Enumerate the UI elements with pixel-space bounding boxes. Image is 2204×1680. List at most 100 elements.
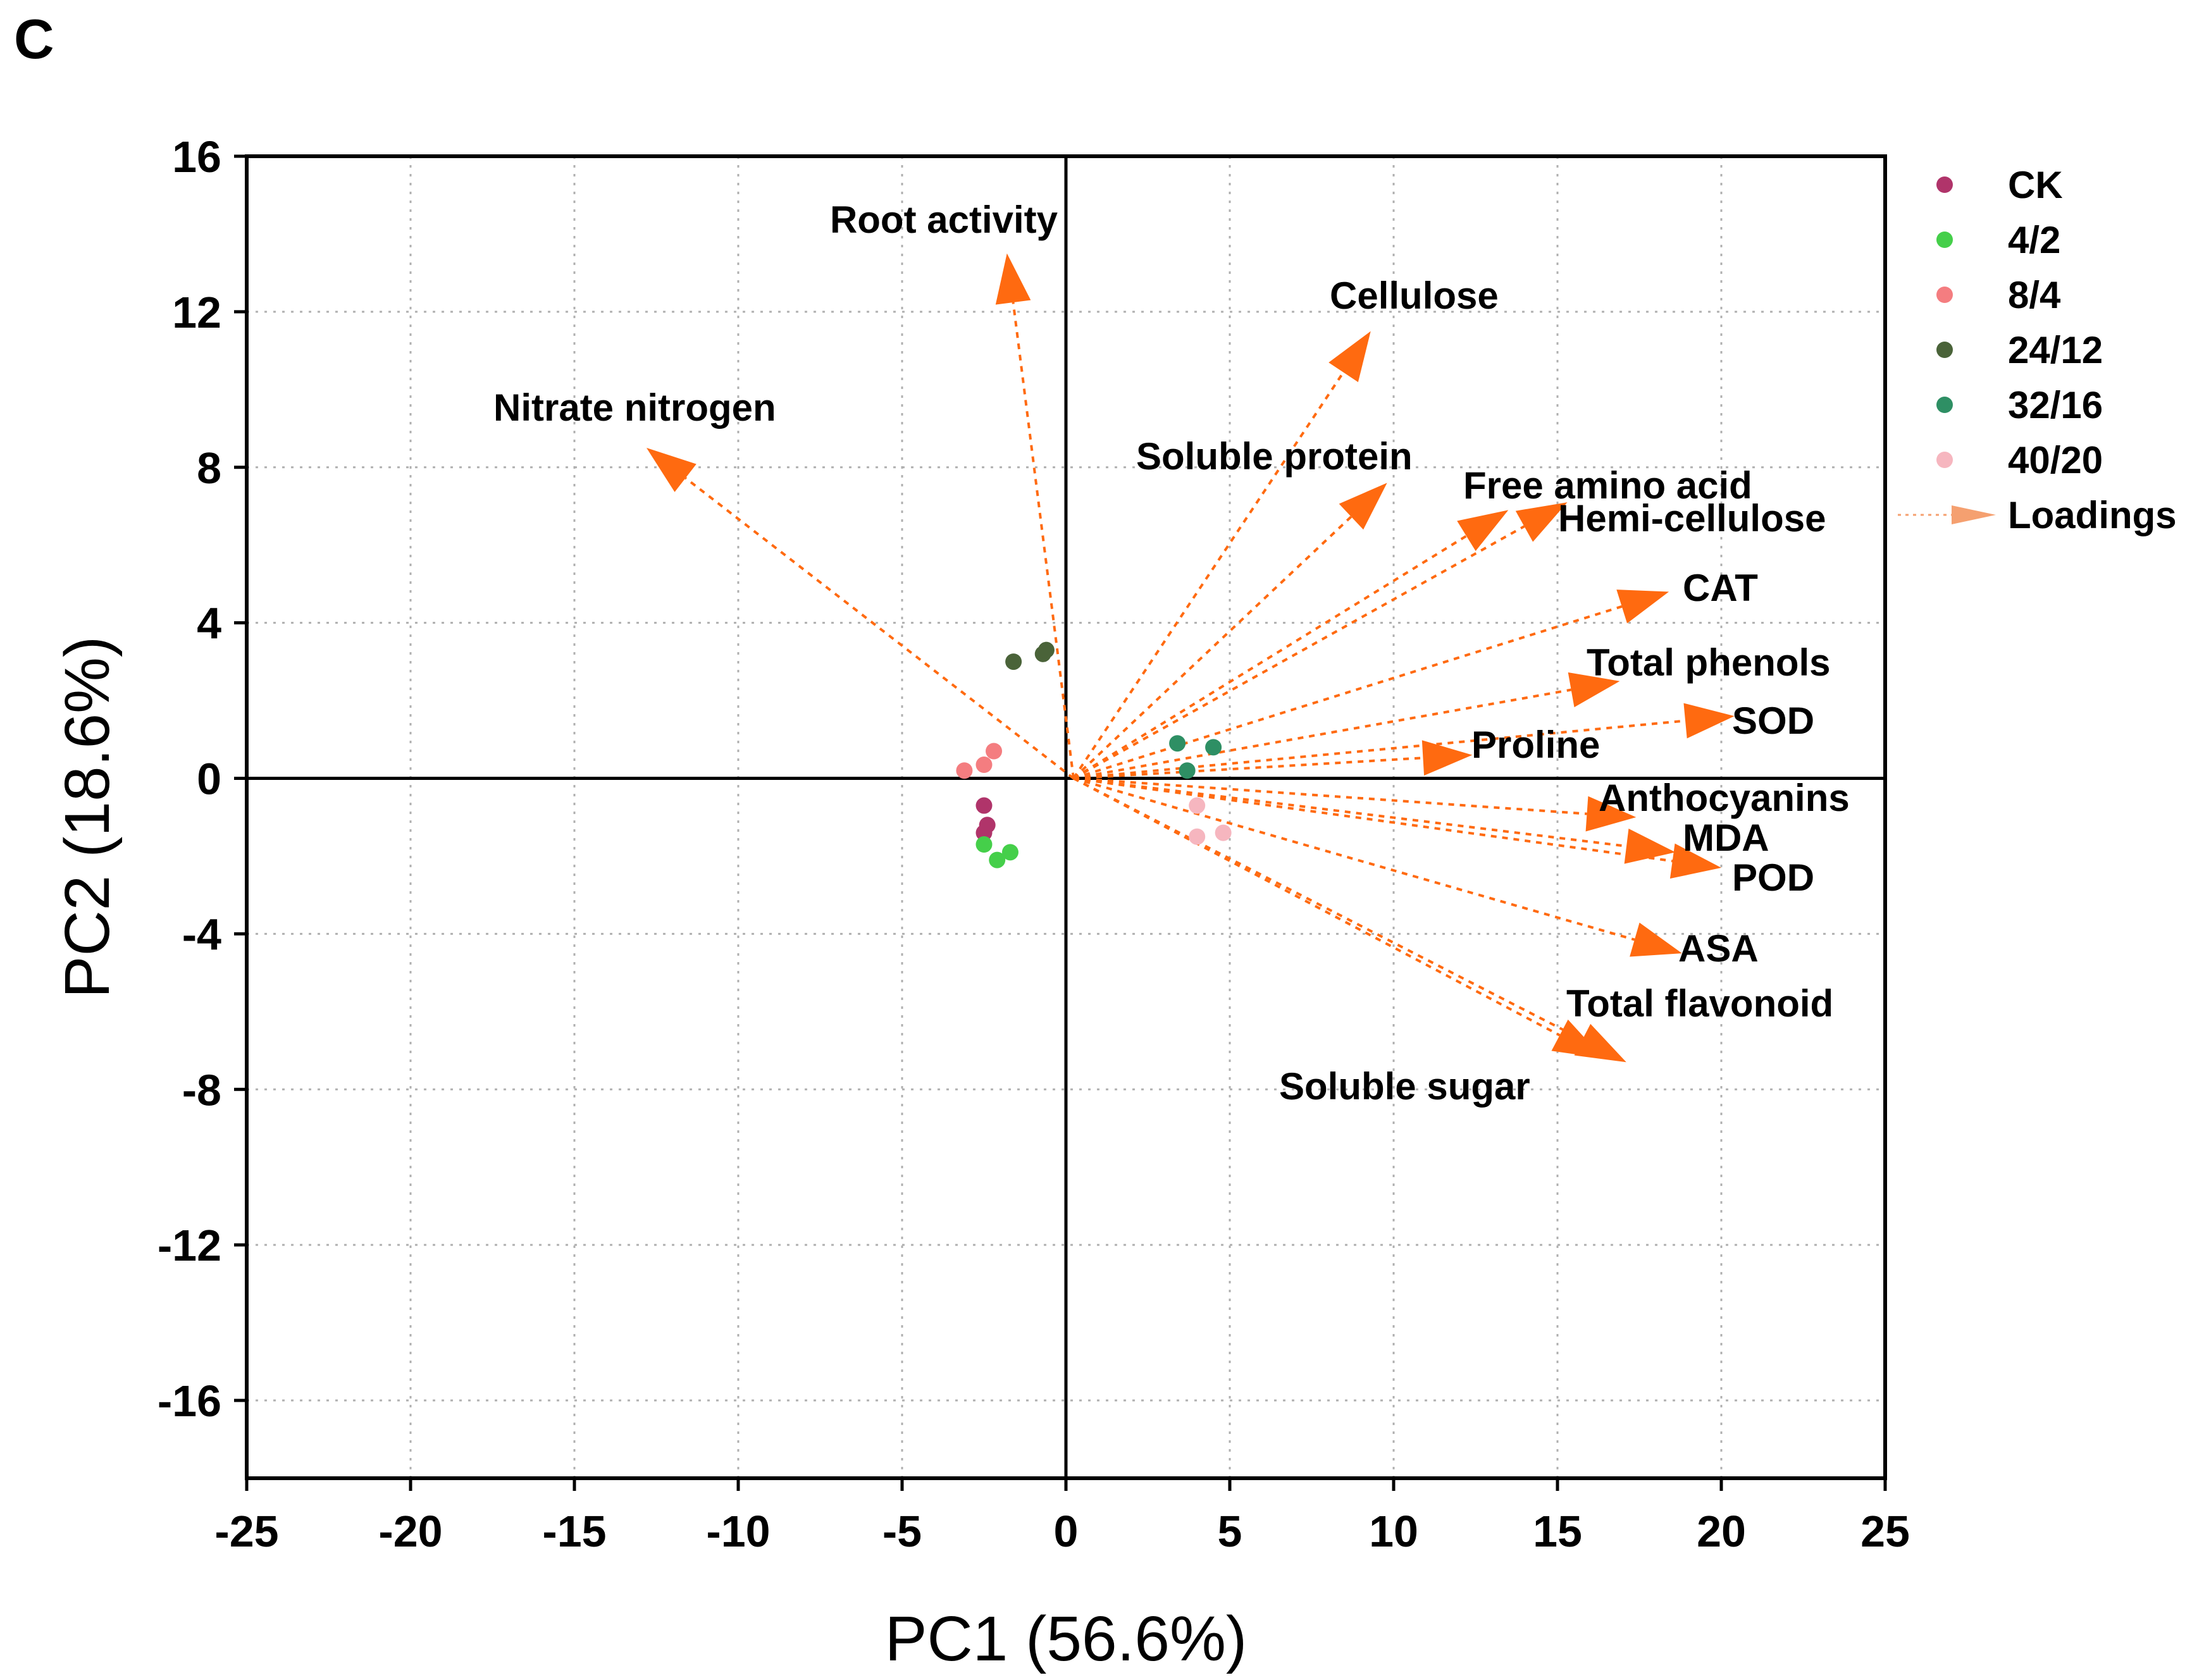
legend-label: 8/4 [2008,274,2061,316]
loading-label: Nitrate nitrogen [493,386,776,429]
score-point [975,836,993,853]
score-point [975,797,993,814]
loading-vector-line [1073,777,1587,815]
x-tick-label: 20 [1697,1507,1746,1556]
scores-layer [956,641,1232,868]
x-tick-label: -15 [542,1507,606,1556]
y-tick-label: -4 [182,910,221,959]
loading-arrowhead [1624,829,1676,864]
y-axis-title: PC2 (18.6%) [52,636,123,998]
loading-label: Soluble protein [1136,435,1413,478]
x-tick-label: -10 [706,1507,770,1556]
loading-arrowhead [1585,796,1637,832]
score-point [986,743,1003,760]
loading-arrowhead [1328,331,1371,383]
loading-label: Anthocyanins [1599,777,1850,819]
x-tick-label: -20 [378,1507,442,1556]
loading-vector-line [1073,777,1583,1041]
x-tick-label: 10 [1369,1507,1418,1556]
loading-arrowhead [1421,740,1473,776]
y-tick-label: -8 [182,1065,221,1115]
y-axis-ticks: -16 -12 -8 -4 0 4 8 12 16 [158,132,247,1426]
x-axis-ticks: -25 -20 -15 -10 -5 0 5 10 15 20 25 [214,1478,1910,1556]
loading-vector-line [1073,777,1627,848]
x-tick-label: 0 [1054,1507,1079,1556]
legend-marker [1936,287,1953,303]
score-point [1189,828,1206,845]
loading-vector-line [1073,777,1561,1037]
loading-arrowhead [646,448,696,492]
y-tick-label: -16 [158,1376,221,1426]
legend-marker [1936,176,1953,193]
loading-arrowhead [995,253,1031,305]
score-point [1205,739,1222,756]
score-point [1189,797,1206,814]
zero-lines [247,156,1885,1478]
loading-vector-line [1073,757,1423,780]
loading-label: MDA [1683,817,1769,859]
loading-vector-line [1073,777,1673,863]
legend-loading-arrow [1952,505,1996,524]
score-point [1169,735,1186,752]
loading-vector-line [1073,525,1525,780]
loading-label: Hemi-cellulose [1558,497,1826,540]
score-point [989,851,1006,868]
y-tick-label: 12 [172,288,221,337]
score-point [975,757,993,774]
score-point [1037,641,1055,658]
loading-vector-line [1072,371,1345,779]
y-tick-label: 16 [172,132,221,182]
x-tick-label: -25 [214,1507,278,1556]
score-point [1215,824,1232,841]
score-point [1005,653,1022,670]
score-point [1001,844,1018,861]
x-tick-label: -5 [882,1507,922,1556]
loading-label: Total flavonoid [1566,982,1833,1025]
legend-marker [1936,452,1953,468]
loading-arrowhead [1339,483,1387,530]
y-tick-label: 8 [197,443,221,493]
loading-arrowhead [1630,922,1682,957]
loading-vector-line [1073,605,1623,780]
x-tick-label: 15 [1533,1507,1582,1556]
loading-arrowhead [1616,590,1669,624]
loading-arrowhead [1568,672,1620,708]
loading-arrowhead [1551,1019,1604,1059]
loading-label: ASA [1678,927,1759,970]
panel-letter: C [14,8,54,70]
y-tick-label: 4 [197,599,221,648]
loading-labels: Root activity Nitrate nitrogen Cellulose So… [493,199,1850,1108]
loading-label: Soluble sugar [1279,1065,1530,1108]
legend-label: 4/2 [2008,219,2060,261]
legend-marker [1936,397,1953,413]
loading-label: POD [1732,856,1814,899]
x-tick-label: 5 [1218,1507,1242,1556]
legend: CK 4/2 8/4 24/12 32/16 40/20 Loadings [1898,164,2177,536]
x-tick-label: 25 [1860,1507,1910,1556]
x-axis-title: PC1 (56.6%) [885,1603,1247,1674]
loading-vector-line [1073,688,1571,780]
legend-marker [1936,232,1953,248]
loading-label: SOD [1732,700,1814,742]
loading-arrowhead [1683,703,1735,739]
legend-label: Loadings [2008,494,2177,536]
loading-label: Free amino acid [1463,464,1752,507]
score-point [975,824,993,841]
legend-label: 32/16 [2008,384,2103,426]
loadings-layer [646,253,1735,1063]
loading-label: Root activity [830,199,1058,241]
loading-label: Total phenols [1587,641,1831,684]
legend-label: CK [2008,164,2063,206]
legend-marker [1936,342,1953,358]
loading-arrowhead [1457,510,1509,552]
y-tick-label: -12 [158,1221,221,1270]
loading-label: Proline [1471,724,1600,766]
legend-label: 24/12 [2008,329,2103,371]
loading-vector-line [684,477,1075,780]
loading-arrowhead [1669,843,1721,879]
loading-vector-line [1073,777,1635,941]
loading-label: CAT [1683,567,1758,609]
loading-vector-line [1072,534,1467,780]
loading-label: Cellulose [1330,275,1499,317]
